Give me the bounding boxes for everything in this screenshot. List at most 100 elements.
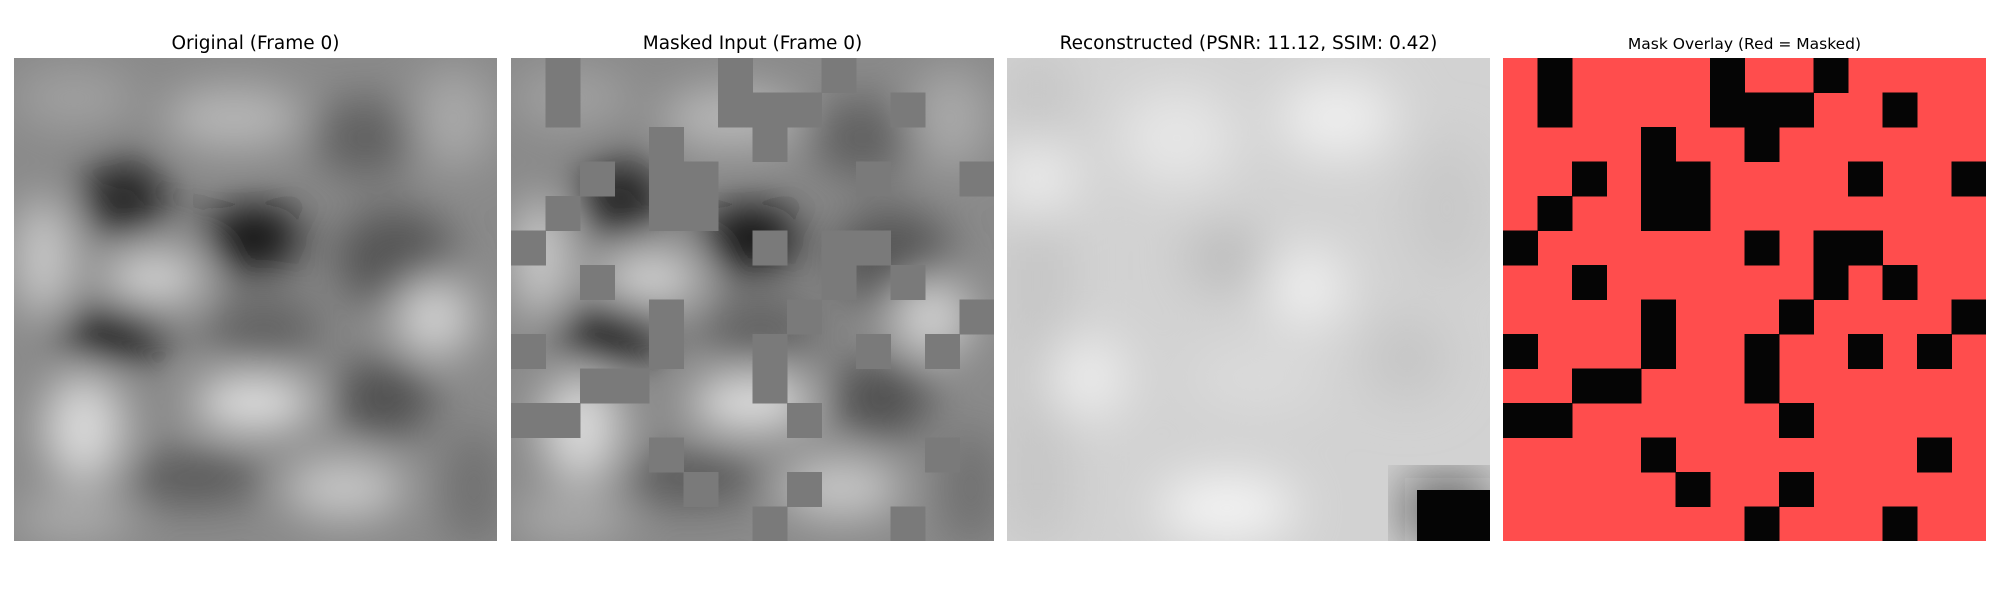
mask-cell-unmasked <box>1744 334 1780 369</box>
mask-cell-unmasked <box>1779 92 1814 128</box>
masked-patch <box>787 92 822 128</box>
masked-patch <box>856 334 891 369</box>
mask-cell-unmasked <box>1641 127 1676 162</box>
masked-patch <box>683 161 719 197</box>
mask-cell-unmasked <box>1675 161 1711 197</box>
mask-cell-unmasked <box>1779 299 1814 335</box>
masked-patch <box>821 58 857 93</box>
mask-cell-unmasked <box>1813 265 1849 300</box>
mask-cells <box>1503 58 1986 541</box>
mask-cell-unmasked <box>1882 265 1918 300</box>
masked-patch <box>683 472 719 507</box>
mask-cell-unmasked <box>1744 368 1780 404</box>
mask-cell-unmasked <box>1503 334 1538 369</box>
masked-patch <box>890 265 926 300</box>
masked-patch <box>545 92 581 128</box>
masked-patch <box>580 265 615 300</box>
masked-patch <box>787 299 822 335</box>
mask-cell-unmasked <box>1813 58 1849 93</box>
panel-title-original: Original (Frame 0) <box>171 33 340 54</box>
mask-cell-unmasked <box>1503 403 1538 438</box>
mask-cell-unmasked <box>1710 92 1745 128</box>
masked-patch <box>649 437 684 473</box>
mask-cell-unmasked <box>1848 334 1883 369</box>
mask-cell-unmasked <box>1951 299 1986 335</box>
mask-cell-unmasked <box>1572 265 1607 300</box>
mask-cell-unmasked <box>1641 299 1676 335</box>
mask-cell-unmasked <box>1917 334 1952 369</box>
mask-cell-unmasked <box>1779 403 1814 438</box>
masked-patch <box>511 230 546 266</box>
masked-patch <box>925 334 960 369</box>
mask-cell-unmasked <box>1779 472 1814 507</box>
masked-patch <box>752 127 788 162</box>
mask-cell-unmasked <box>1882 92 1918 128</box>
mask-cell-unmasked <box>1813 230 1849 266</box>
masked-patch <box>545 58 581 93</box>
masked-input-image <box>511 58 994 541</box>
mask-cell-unmasked <box>1917 437 1952 473</box>
mask-cell-unmasked <box>1882 506 1918 541</box>
masked-patch <box>752 92 788 128</box>
masked-patch <box>959 161 994 197</box>
mask-cell-unmasked <box>1848 161 1883 197</box>
mask-cell-unmasked <box>1537 58 1573 93</box>
mask-cell-unmasked <box>1744 127 1780 162</box>
masked-patch <box>959 299 994 335</box>
masked-patch <box>649 196 684 231</box>
masked-patch <box>614 368 650 404</box>
mask-cell-unmasked <box>1641 161 1676 197</box>
masked-patch <box>856 161 891 197</box>
mask-cell-unmasked <box>1606 368 1642 404</box>
masked-patch <box>821 230 857 266</box>
masked-patch <box>821 265 857 300</box>
reconstructed-image <box>1007 58 1490 541</box>
panel-title-reconstructed: Reconstructed (PSNR: 11.12, SSIM: 0.42) <box>1059 33 1438 54</box>
original-image <box>14 58 497 541</box>
masked-patch <box>683 196 719 231</box>
masked-patch <box>787 403 822 438</box>
mask-cell-unmasked <box>1503 230 1538 266</box>
mask-cell-unmasked <box>1641 437 1676 473</box>
masked-patch <box>752 368 788 404</box>
mask-cell-unmasked <box>1537 403 1573 438</box>
mask-cell-unmasked <box>1744 230 1780 266</box>
masked-patch <box>580 161 615 197</box>
masked-patch <box>649 127 684 162</box>
masked-patch <box>752 506 788 541</box>
mask-cell-unmasked <box>1572 161 1607 197</box>
mask-cell-unmasked <box>1744 92 1780 128</box>
masked-patch <box>580 368 615 404</box>
mask-cell-unmasked <box>1537 196 1573 231</box>
masked-patch <box>545 196 581 231</box>
mask-cell-unmasked <box>1675 472 1711 507</box>
masked-patch <box>890 92 926 128</box>
panel-title-masked-input: Masked Input (Frame 0) <box>642 33 863 54</box>
mask-cell-unmasked <box>1848 230 1883 266</box>
panel-title-mask-overlay: Mask Overlay (Red = Masked) <box>1627 35 1862 53</box>
mask-overlay-image <box>1503 58 1986 541</box>
masked-patches <box>511 58 994 541</box>
masked-patch <box>925 437 960 473</box>
masked-patch <box>545 403 581 438</box>
masked-patch <box>890 506 926 541</box>
masked-patch <box>752 230 788 266</box>
mask-cell-unmasked <box>1710 58 1745 93</box>
masked-patch <box>649 334 684 369</box>
masked-patch <box>511 334 546 369</box>
mask-cell-unmasked <box>1675 196 1711 231</box>
mask-cell-unmasked <box>1951 161 1986 197</box>
masked-patch <box>649 161 684 197</box>
masked-patch <box>718 92 753 128</box>
masked-patch <box>718 58 753 93</box>
mask-cell-unmasked <box>1641 196 1676 231</box>
mask-cell-unmasked <box>1537 92 1573 128</box>
masked-patch <box>649 299 684 335</box>
masked-patch <box>856 230 891 266</box>
mask-cell-unmasked <box>1641 334 1676 369</box>
masked-patch <box>752 334 788 369</box>
masked-patch <box>787 472 822 507</box>
mask-cell-unmasked <box>1744 506 1780 541</box>
masked-patch <box>511 403 546 438</box>
mask-cell-unmasked <box>1572 368 1607 404</box>
